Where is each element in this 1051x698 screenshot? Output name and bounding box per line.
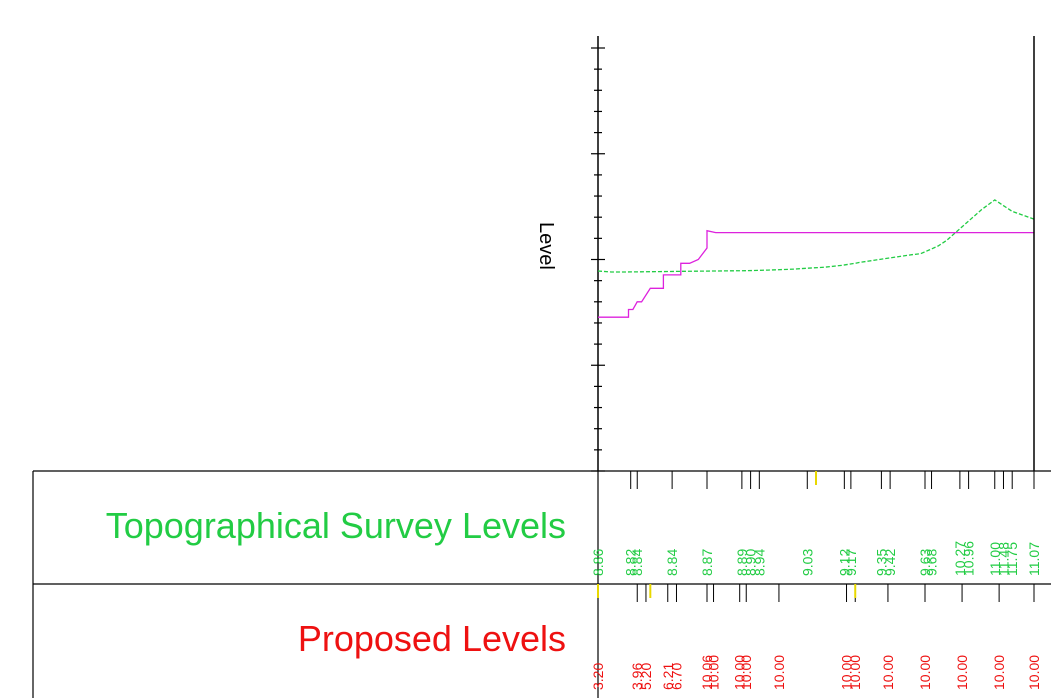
survey-level-label: 8.94 (751, 549, 767, 576)
survey-level-label: 9.03 (799, 549, 815, 576)
proposed-level-label: 3.96 (629, 663, 645, 690)
survey-level-label: 11.48 (996, 542, 1012, 576)
proposed-level-label: 3.20 (590, 663, 606, 690)
survey-level-label: 8.84 (664, 549, 680, 576)
y-axis (591, 36, 605, 472)
survey-level-label: 11.75 (1004, 542, 1020, 576)
proposed-level-label: 10.00 (917, 655, 933, 690)
proposed-level-label: 5.20 (638, 663, 654, 690)
survey-level-label: 9.12 (836, 549, 852, 576)
survey-level-label: 9.63 (917, 549, 933, 576)
survey-level-label: 8.89 (734, 549, 750, 576)
proposed-level-label: 10.00 (954, 655, 970, 690)
proposed-level-label: 10.00 (1026, 655, 1042, 690)
proposed-level-label: 10.00 (738, 655, 754, 690)
proposed-level-label: 10.00 (771, 655, 787, 690)
survey-level-label: 8.86 (590, 549, 606, 576)
survey-level-label: 8.90 (743, 549, 759, 576)
survey-level-label: 10.96 (961, 541, 977, 576)
topographical-survey-line (597, 199, 1035, 273)
survey-level-label: 9.17 (843, 549, 859, 576)
survey-level-label: 11.07 (1026, 542, 1042, 576)
survey-level-label: 8.84 (629, 549, 645, 576)
proposed-level-label: 10.06 (699, 655, 715, 690)
proposed-level-label: 6.70 (669, 663, 685, 690)
proposed-level-label: 10.00 (991, 655, 1007, 690)
topographical-row-title: Topographical Survey Levels (106, 505, 566, 546)
survey-level-label: 9.35 (873, 549, 889, 576)
proposed-level-label: 10.00 (732, 655, 748, 690)
proposed-level-label: 6.21 (660, 663, 676, 690)
proposed-level-label: 10.00 (839, 655, 855, 690)
proposed-level-label: 10.00 (880, 655, 896, 690)
proposed-level-label: 10.00 (706, 655, 722, 690)
survey-level-label: 8.82 (623, 549, 639, 576)
survey-level-label: 10.27 (952, 541, 968, 576)
proposed-levels-line (598, 229, 1034, 318)
survey-level-label: 9.42 (882, 549, 898, 576)
y-axis-label: Level (535, 222, 557, 270)
survey-level-label: 11.00 (987, 542, 1003, 576)
proposed-row-title: Proposed Levels (298, 618, 566, 659)
survey-level-label: 8.87 (699, 549, 715, 576)
series-lines (597, 199, 1035, 318)
survey-level-label: 9.68 (924, 549, 940, 576)
proposed-level-label: 10.00 (847, 655, 863, 690)
